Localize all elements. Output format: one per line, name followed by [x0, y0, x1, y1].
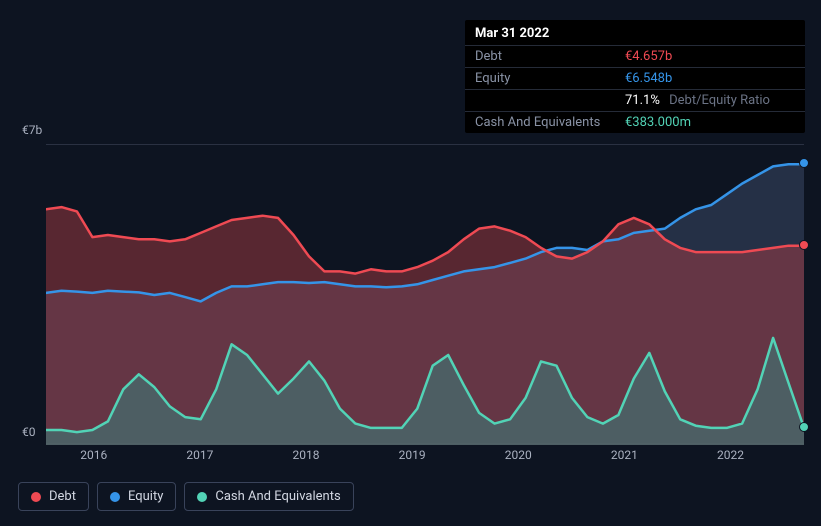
tooltip-value: €4.657b — [625, 49, 672, 64]
legend-item-equity[interactable]: Equity — [97, 482, 176, 511]
series-end-dot — [799, 422, 809, 432]
tooltip-value: 71.1% — [625, 93, 660, 108]
chart-plot-area[interactable] — [46, 144, 804, 444]
x-tick-label: 2021 — [611, 448, 638, 462]
tooltip-label: Equity — [475, 71, 625, 86]
legend-item-cash[interactable]: Cash And Equivalents — [184, 482, 353, 511]
tooltip-label: Cash And Equivalents — [475, 115, 625, 130]
tooltip-row-cash: Cash And Equivalents €383.000m — [465, 111, 805, 133]
y-axis-bottom-label: €0 — [22, 425, 36, 439]
tooltip-title: Mar 31 2022 — [465, 20, 805, 45]
tooltip-label — [475, 93, 625, 108]
legend-item-debt[interactable]: Debt — [18, 482, 89, 511]
legend-label: Debt — [49, 489, 76, 504]
swatch-icon — [31, 492, 41, 502]
legend: Debt Equity Cash And Equivalents — [18, 482, 354, 511]
x-tick-label: 2016 — [80, 448, 107, 462]
chart-svg — [46, 145, 804, 445]
x-tick-label: 2018 — [292, 448, 319, 462]
x-tick-label: 2022 — [717, 448, 744, 462]
tooltip-row-equity: Equity €6.548b — [465, 67, 805, 89]
swatch-icon — [110, 492, 120, 502]
tooltip-value: €383.000m — [625, 115, 691, 130]
swatch-icon — [197, 492, 207, 502]
series-end-dot — [799, 158, 809, 168]
tooltip-value: €6.548b — [625, 71, 672, 86]
x-tick-label: 2020 — [505, 448, 532, 462]
x-tick-label: 2019 — [399, 448, 426, 462]
series-end-dot — [799, 240, 809, 250]
x-tick-label: 2017 — [186, 448, 213, 462]
legend-label: Cash And Equivalents — [215, 489, 340, 504]
tooltip-row-debt: Debt €4.657b — [465, 45, 805, 67]
y-axis-top-label: €7b — [22, 123, 42, 137]
tooltip-label: Debt — [475, 49, 625, 64]
tooltip-row-ratio: 71.1% Debt/Equity Ratio — [465, 89, 805, 111]
legend-label: Equity — [128, 489, 163, 504]
tooltip-panel: Mar 31 2022 Debt €4.657b Equity €6.548b … — [465, 20, 805, 133]
tooltip-value-suffix: Debt/Equity Ratio — [669, 93, 770, 108]
